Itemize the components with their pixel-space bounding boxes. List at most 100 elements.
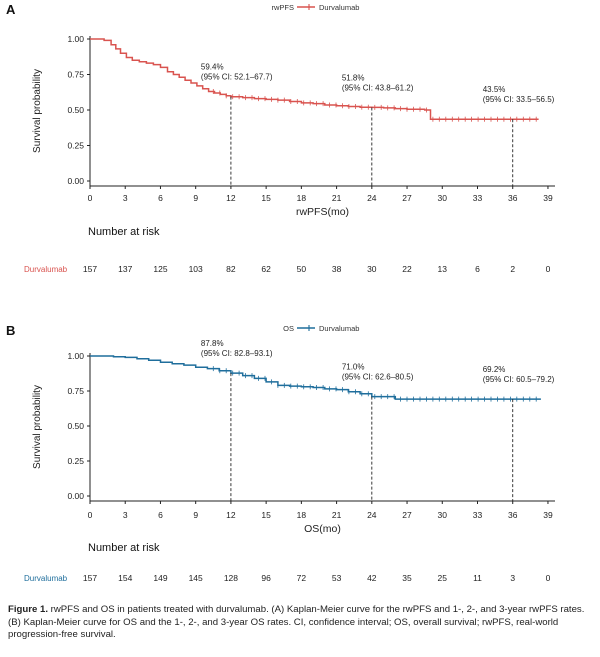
risk-count: 11 xyxy=(473,573,482,583)
x-tick-label: 9 xyxy=(193,510,198,520)
risk-count: 149 xyxy=(153,573,167,583)
x-tick-label: 27 xyxy=(402,193,412,203)
x-tick-label: 18 xyxy=(297,510,307,520)
legend-marker xyxy=(306,4,312,10)
risk-count: 30 xyxy=(367,264,377,274)
annotation-rate: 71.0% xyxy=(342,363,365,372)
y-tick-label: 0.25 xyxy=(67,141,84,151)
x-tick-label: 3 xyxy=(123,510,128,520)
risk-count: 2 xyxy=(510,264,515,274)
y-tick-label: 0.50 xyxy=(67,421,84,431)
caption-label: Figure 1. xyxy=(8,604,48,615)
x-tick-label: 3 xyxy=(123,193,128,203)
annotation-ci: (95% CI: 62.6–80.5) xyxy=(342,373,414,382)
risk-count: 0 xyxy=(546,264,551,274)
x-tick-label: 9 xyxy=(193,193,198,203)
figure-caption: Figure 1. rwPFS and OS in patients treat… xyxy=(8,604,592,642)
annotation-ci: (95% CI: 43.8–61.2) xyxy=(342,83,414,92)
x-tick-label: 21 xyxy=(332,193,342,203)
x-tick-label: 33 xyxy=(473,193,483,203)
caption-text: rwPFS and OS in patients treated with du… xyxy=(8,604,585,641)
risk-count: 72 xyxy=(297,573,307,583)
risk-count: 137 xyxy=(118,264,132,274)
risk-table-title: Number at risk xyxy=(88,542,160,554)
annotation-ci: (95% CI: 82.8–93.1) xyxy=(201,349,273,358)
legend: OS Durvalumab xyxy=(283,324,359,333)
risk-count: 42 xyxy=(367,573,377,583)
y-tick-label: 0.75 xyxy=(67,70,84,80)
x-axis-label: OS(mo) xyxy=(304,523,341,535)
y-tick-label: 0.50 xyxy=(67,105,84,115)
y-tick-label: 0.25 xyxy=(67,456,84,466)
risk-count: 128 xyxy=(224,573,238,583)
x-tick-label: 39 xyxy=(543,510,553,520)
x-tick-label: 24 xyxy=(367,193,377,203)
risk-table-group: Durvalumab xyxy=(24,574,68,583)
legend-marker xyxy=(306,325,312,331)
km-curve xyxy=(90,355,541,400)
annotation-rate: 59.4% xyxy=(201,63,224,72)
risk-count: 145 xyxy=(189,573,203,583)
risk-count: 22 xyxy=(402,264,412,274)
legend-entry: Durvalumab xyxy=(319,3,359,12)
x-tick-label: 0 xyxy=(88,193,93,203)
risk-count: 62 xyxy=(261,264,271,274)
annotation-rate: 87.8% xyxy=(201,339,224,348)
annotation-rate: 43.5% xyxy=(483,85,506,94)
x-tick-label: 0 xyxy=(88,510,93,520)
x-tick-label: 39 xyxy=(543,193,553,203)
x-tick-label: 36 xyxy=(508,510,518,520)
y-axis-label: Survival probability xyxy=(32,69,43,153)
y-tick-label: 0.00 xyxy=(67,491,84,501)
x-axis-label: rwPFS(mo) xyxy=(296,206,349,218)
x-tick-label: 18 xyxy=(297,193,307,203)
x-tick-label: 6 xyxy=(158,510,163,520)
annotation-rate: 69.2% xyxy=(483,365,506,374)
legend-title: rwPFS xyxy=(272,3,295,12)
risk-count: 3 xyxy=(510,573,515,583)
risk-count: 125 xyxy=(153,264,167,274)
risk-count: 50 xyxy=(297,264,307,274)
km-panel-b: B OS Durvalumab 0.00 0.25 0.50 0.75 1.00 Surviva… xyxy=(6,323,555,583)
risk-count: 157 xyxy=(83,573,97,583)
x-tick-label: 12 xyxy=(226,193,236,203)
annotation-ci: (95% CI: 52.1–67.7) xyxy=(201,73,273,82)
risk-count: 157 xyxy=(83,264,97,274)
risk-table-title: Number at risk xyxy=(88,226,160,238)
legend-title: OS xyxy=(283,324,294,333)
risk-count: 38 xyxy=(332,264,342,274)
risk-count: 25 xyxy=(438,573,448,583)
x-tick-label: 21 xyxy=(332,510,342,520)
x-tick-label: 36 xyxy=(508,193,518,203)
y-tick-label: 0.00 xyxy=(67,176,84,186)
risk-count: 96 xyxy=(261,573,271,583)
y-tick-label: 1.00 xyxy=(67,351,84,361)
annotation-ci: (95% CI: 60.5–79.2) xyxy=(483,375,555,384)
panel-label: A xyxy=(6,2,16,17)
risk-count: 103 xyxy=(189,264,203,274)
risk-count: 0 xyxy=(546,573,551,583)
censor-marks xyxy=(212,366,537,402)
panel-label: B xyxy=(6,323,15,338)
y-axis-label: Survival probability xyxy=(32,385,43,469)
x-tick-label: 12 xyxy=(226,510,236,520)
km-curve xyxy=(90,38,539,120)
x-tick-label: 27 xyxy=(402,510,412,520)
risk-count: 35 xyxy=(402,573,412,583)
risk-count: 6 xyxy=(475,264,480,274)
x-tick-label: 6 xyxy=(158,193,163,203)
risk-count: 53 xyxy=(332,573,342,583)
legend-entry: Durvalumab xyxy=(319,324,359,333)
annotation-rate: 51.8% xyxy=(342,73,365,82)
risk-count: 82 xyxy=(226,264,236,274)
risk-count: 13 xyxy=(438,264,448,274)
x-tick-label: 24 xyxy=(367,510,377,520)
risk-count: 154 xyxy=(118,573,132,583)
x-tick-label: 33 xyxy=(473,510,483,520)
y-tick-label: 0.75 xyxy=(67,386,84,396)
risk-table-group: Durvalumab xyxy=(24,265,68,274)
legend: rwPFS Durvalumab xyxy=(272,3,360,12)
x-tick-label: 15 xyxy=(261,510,271,520)
